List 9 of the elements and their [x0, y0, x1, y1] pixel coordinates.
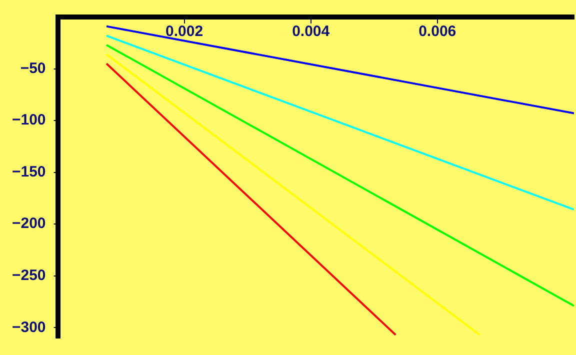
x-tick-label: 0.006	[418, 23, 456, 40]
y-tick-label: −200	[12, 215, 46, 232]
x-tick-label: 0.002	[166, 23, 204, 40]
y-tick-label: −100	[12, 112, 46, 129]
y-tick-label: −250	[12, 267, 46, 284]
y-tick-label: −300	[12, 318, 46, 336]
y-tick-label: −150	[12, 163, 46, 180]
y-tick-label: −50	[20, 60, 46, 77]
x-tick-label: 0.004	[292, 23, 330, 40]
